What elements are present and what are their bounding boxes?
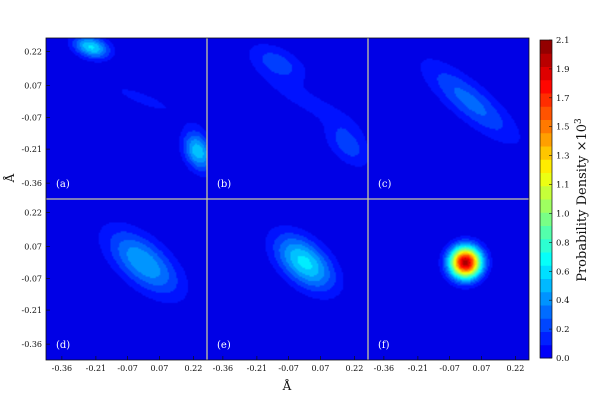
colorbar-tick-label: 1.1 bbox=[556, 181, 570, 191]
colorbar-tick-label: 0.6 bbox=[556, 267, 570, 277]
colorbar-swatch bbox=[540, 331, 552, 346]
y-tick-label: 0.07 bbox=[24, 82, 42, 91]
x-tick-label: 0.07 bbox=[150, 364, 168, 373]
y-tick-label: -0.07 bbox=[21, 113, 42, 122]
x-tick-label: -0.07 bbox=[278, 364, 299, 373]
density-heatmap bbox=[46, 199, 207, 360]
colorbar-swatch bbox=[540, 344, 552, 359]
y-tick-label: -0.36 bbox=[21, 179, 42, 188]
colorbar-swatch bbox=[540, 79, 552, 94]
y-tick-label: 0.22 bbox=[24, 48, 42, 57]
colorbar-swatch bbox=[540, 252, 552, 266]
colorbar-swatch bbox=[540, 172, 552, 187]
panel-label: (d) bbox=[56, 340, 70, 351]
density-panel bbox=[207, 199, 368, 360]
density-panel bbox=[46, 199, 207, 360]
panel-label: (f) bbox=[378, 340, 390, 351]
colorbar-tick-label: 0.4 bbox=[556, 296, 570, 306]
x-tick-label: -0.36 bbox=[213, 364, 234, 373]
colorbar-tick-label: 0.8 bbox=[556, 238, 570, 248]
x-tick-label: -0.36 bbox=[52, 364, 73, 373]
density-panel bbox=[207, 38, 368, 199]
density-heatmap bbox=[46, 38, 207, 199]
colorbar-swatch bbox=[540, 53, 552, 67]
x-tick-label: -0.07 bbox=[117, 364, 138, 373]
colorbar-swatch bbox=[540, 238, 552, 253]
y-tick-label: -0.07 bbox=[21, 274, 42, 283]
colorbar-swatch bbox=[540, 146, 552, 160]
colorbar-swatch bbox=[540, 159, 552, 173]
colorbar-swatch bbox=[540, 119, 552, 134]
x-axis-label: Å bbox=[282, 378, 292, 393]
x-tick-label: 0.22 bbox=[506, 364, 524, 373]
colorbar-tick-label: 1.0 bbox=[556, 209, 570, 219]
axes: -0.36 -0.21 -0.07 0.07 0.22 -0.36 -0.21 -0.07 0.… bbox=[21, 37, 530, 373]
colorbar-swatch bbox=[540, 93, 552, 107]
colorbar-label: Probability Density ×103 bbox=[574, 118, 590, 282]
x-tick-label: -0.21 bbox=[247, 364, 268, 373]
density-heatmap bbox=[368, 38, 529, 199]
x-tick-label: -0.21 bbox=[408, 364, 429, 373]
density-heatmap bbox=[207, 38, 368, 199]
colorbar-tick-label: 1.9 bbox=[556, 65, 570, 75]
colorbar-label-text: Probability Density ×10 bbox=[575, 124, 590, 282]
x-tick-label: 0.07 bbox=[311, 364, 329, 373]
colorbar-label-exponent: 3 bbox=[574, 118, 584, 124]
x-tick-label: -0.36 bbox=[374, 364, 395, 373]
y-tick-label: -0.21 bbox=[21, 306, 42, 315]
x-tick-label: -0.21 bbox=[86, 364, 107, 373]
density-panel bbox=[368, 199, 529, 360]
colorbar-swatch bbox=[540, 199, 552, 213]
panel-grid: (a) (b) (c) (d) (e) (f) bbox=[46, 38, 529, 360]
colorbar-swatch bbox=[540, 212, 552, 226]
colorbar-tick-label: 1.3 bbox=[556, 152, 570, 162]
colorbar-tick-label: 1.5 bbox=[556, 123, 570, 133]
density-heatmap bbox=[368, 199, 529, 360]
colorbar: 0.0 0.2 0.4 0.6 0.8 1.0 1.1 1.3 1.5 1.7 1.9 2.1 bbox=[539, 36, 570, 364]
density-panel bbox=[368, 38, 529, 199]
y-tick-label: 0.07 bbox=[24, 243, 42, 252]
colorbar-tick-label: 0.2 bbox=[556, 325, 570, 335]
panel-label: (e) bbox=[217, 340, 231, 351]
panel-label: (a) bbox=[56, 179, 70, 190]
colorbar-swatch bbox=[540, 305, 552, 319]
colorbar-frame bbox=[539, 39, 553, 359]
colorbar-swatch bbox=[540, 225, 552, 240]
colorbar-swatch bbox=[540, 278, 552, 293]
colorbar-tick-label: 2.1 bbox=[556, 36, 570, 46]
panel-label: (c) bbox=[378, 179, 392, 190]
colorbar-tick-label: 1.7 bbox=[556, 94, 570, 104]
colorbar-tick-label: 0.0 bbox=[556, 354, 570, 364]
colorbar-swatch bbox=[540, 185, 552, 200]
x-tick-label: 0.22 bbox=[184, 364, 202, 373]
colorbar-swatch bbox=[540, 106, 552, 120]
colorbar-swatch bbox=[540, 40, 552, 54]
y-tick-label: -0.36 bbox=[21, 340, 42, 349]
colorbar-swatch bbox=[540, 66, 552, 81]
plot-frame bbox=[45, 37, 530, 361]
density-heatmap bbox=[207, 199, 368, 360]
x-tick-label: -0.07 bbox=[439, 364, 460, 373]
colorbar-swatch bbox=[540, 265, 552, 279]
density-panel bbox=[46, 38, 207, 199]
panel-label: (b) bbox=[217, 179, 231, 190]
x-tick-label: 0.22 bbox=[345, 364, 363, 373]
x-tick-label: 0.07 bbox=[472, 364, 490, 373]
colorbar-swatch bbox=[540, 132, 552, 147]
colorbar-swatch bbox=[540, 291, 552, 306]
y-tick-label: 0.22 bbox=[24, 209, 42, 218]
y-axis-label: Å bbox=[2, 173, 17, 183]
colorbar-swatch bbox=[540, 318, 552, 332]
y-tick-label: -0.21 bbox=[21, 145, 42, 154]
